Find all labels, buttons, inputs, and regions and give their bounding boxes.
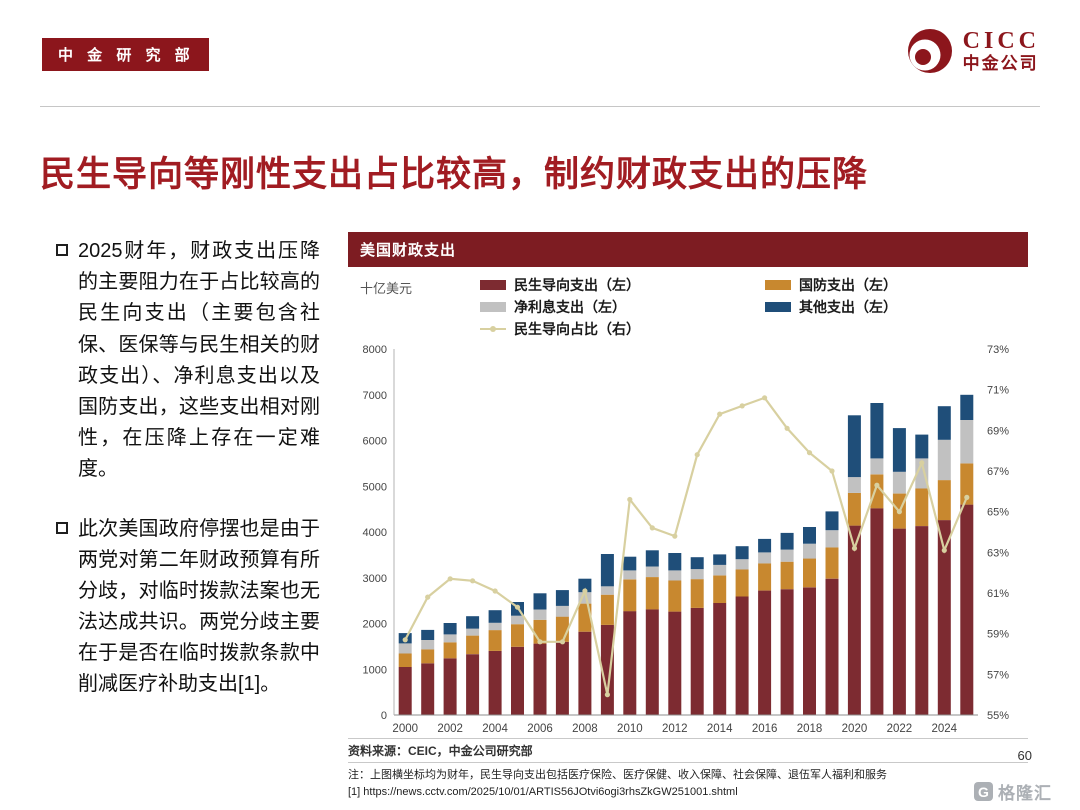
cicc-logo-text: CICC 中金公司 [963,29,1040,72]
svg-text:55%: 55% [987,710,1009,722]
svg-text:2022: 2022 [887,723,913,735]
page-number: 60 [1017,748,1032,763]
bullet-text-1: 2025财年，财政支出压降的主要阻力在于占比较高的民生向支出（主要包含社保、医保… [78,240,320,481]
svg-text:2012: 2012 [662,723,688,735]
page-title: 民生导向等刚性支出占比较高，制约财政支出的压降 [40,155,869,194]
legend-line-marker-icon [490,326,496,332]
legend-line-sample [480,324,506,334]
svg-text:3000: 3000 [363,573,387,585]
legend-item-other: 其他支出（左） [765,297,897,317]
legend-swatch-interest [480,302,506,312]
legend-item-share: 民生导向占比（右） [480,319,765,339]
legend-label-other: 其他支出（左） [799,299,897,315]
bullet-square-icon [56,521,68,534]
cicc-logo-en: CICC [962,28,1040,55]
svg-text:71%: 71% [987,385,1009,397]
cicc-logo-icon [907,29,952,73]
svg-text:67%: 67% [987,466,1009,478]
svg-text:6000: 6000 [363,436,387,448]
gelonghui-logo-text: 格隆汇 [998,784,1052,803]
legend-swatch-defense [765,280,791,290]
svg-text:61%: 61% [987,588,1009,600]
svg-text:63%: 63% [987,547,1009,559]
us-fiscal-chart-svg: 0 1000 2000 3000 4000 5000 6000 7000 8000 55% 57% 5… [363,344,1010,735]
svg-text:57%: 57% [987,669,1009,681]
us-fiscal-chart: 美国财政支出 十亿美元 民生导向支出（左） 国防支出（左） 净利息支出（左） 其… [348,232,1028,741]
svg-text:59%: 59% [987,629,1009,641]
legend-label-minsheng: 民生导向支出（左） [514,277,640,293]
svg-text:1000: 1000 [363,664,387,676]
left-axis-unit-label: 十亿美元 [360,281,413,296]
svg-text:2018: 2018 [797,723,823,735]
legend-label-defense: 国防支出（左） [799,277,897,293]
legend-item-interest: 净利息支出（左） [480,297,765,317]
svg-text:65%: 65% [987,507,1009,519]
svg-text:7000: 7000 [363,390,387,402]
legend-item-defense: 国防支出（左） [765,275,897,295]
header-divider [40,106,1040,107]
legend-swatch-minsheng [480,280,506,290]
svg-text:8000: 8000 [363,344,387,356]
legend-label-share: 民生导向占比（右） [514,321,640,337]
bullet-item-1: 2025财年，财政支出压降的主要阻力在于占比较高的民生向支出（主要包含社保、医保… [56,236,320,486]
chart-legend-zone: 十亿美元 民生导向支出（左） 国防支出（左） 净利息支出（左） 其他支出（左） [348,275,1028,339]
gelonghui-watermark: G 格隆汇 [974,779,1052,804]
bullet-square-icon [56,244,68,256]
footnote-ref-url: [1] https://news.cctv.com/2025/10/01/ART… [348,785,738,798]
cicc-logo-cn: 中金公司 [962,53,1039,73]
svg-text:2006: 2006 [527,723,553,735]
bullet-text-2: 此次美国政府停摆也是由于两党对第二年财政预算有所分歧，对临时拨款法案也无法达成共… [78,517,320,696]
cicc-logo: CICC 中金公司 [907,28,1040,74]
gelonghui-logo-icon: G [974,782,993,801]
legend-label-interest: 净利息支出（左） [514,299,626,315]
svg-text:2010: 2010 [617,723,643,735]
svg-text:2014: 2014 [707,723,733,735]
bullet-list: 2025财年，财政支出压降的主要阻力在于占比较高的民生向支出（主要包含社保、医保… [56,236,320,729]
svg-text:5000: 5000 [363,481,387,493]
svg-text:2016: 2016 [752,723,778,735]
svg-text:4000: 4000 [363,527,387,539]
chart-footer: 资料来源：CEIC，中金公司研究部 注：上图横坐标均为财年，民生导向支出包括医疗… [348,738,1028,800]
svg-text:2000: 2000 [392,723,418,735]
bullet-item-2: 此次美国政府停摆也是由于两党对第二年财政预算有所分歧，对临时拨款法案也无法达成共… [56,514,320,701]
chart-title-bar: 美国财政支出 [348,232,1028,267]
footnote-note: 注：上图横坐标均为财年，民生导向支出包括医疗保险、医疗保健、收入保障、社会保障、… [348,769,887,781]
chart-legend: 民生导向支出（左） 国防支出（左） 净利息支出（左） 其他支出（左） 民生导向占… [480,275,897,339]
svg-text:2002: 2002 [437,723,463,735]
svg-text:0: 0 [381,710,387,722]
legend-swatch-other [765,302,791,312]
svg-text:2020: 2020 [842,723,868,735]
svg-text:2004: 2004 [482,723,508,735]
source-line: 资料来源：CEIC，中金公司研究部 [348,738,1028,763]
footnotes: 注：上图横坐标均为财年，民生导向支出包括医疗保险、医疗保健、收入保障、社会保障、… [348,767,1028,800]
svg-text:2024: 2024 [932,723,958,735]
svg-text:2008: 2008 [572,723,598,735]
legend-item-minsheng: 民生导向支出（左） [480,275,765,295]
svg-text:2000: 2000 [363,619,387,631]
svg-text:73%: 73% [987,344,1009,356]
svg-text:69%: 69% [987,425,1009,437]
research-dept-badge: 中 金 研 究 部 [42,38,209,71]
